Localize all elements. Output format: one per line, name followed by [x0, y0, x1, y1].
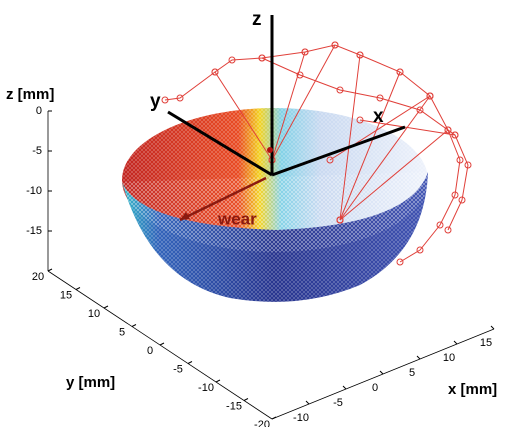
x-tick-label: 10 [443, 352, 455, 364]
y-tick-label: 0 [147, 345, 153, 357]
y-tick [216, 380, 220, 382]
y-tick [76, 288, 80, 290]
marker [267, 147, 273, 153]
chart: z y x wear z [mm] y [mm] x [mm] 0 -5 -10 -1… [0, 0, 520, 427]
annotation: x [373, 106, 384, 127]
z-tick-label: -10 [26, 185, 42, 197]
x-tick [417, 356, 420, 359]
y-tick [132, 325, 136, 327]
x-tick [306, 401, 309, 404]
x-tick-label: 15 [480, 337, 492, 349]
x-tick-label: 0 [372, 382, 378, 394]
y-tick-label: -15 [226, 400, 242, 412]
x-tick [454, 341, 457, 344]
mesh [122, 172, 428, 302]
hand-link [165, 72, 215, 100]
y-axis-label: y [mm] [66, 374, 115, 391]
x-tick-label: -10 [293, 412, 309, 424]
y-tick-label: -5 [173, 363, 183, 375]
y-tick-label: 15 [60, 289, 72, 301]
y-tick [160, 343, 164, 345]
z-tick-label: -15 [26, 225, 42, 237]
y-tick-label: -20 [254, 419, 270, 427]
x-tick [380, 371, 383, 374]
annotation: wear [217, 209, 257, 228]
z-tick-label: -5 [32, 145, 42, 157]
x-tick [343, 386, 346, 389]
x-tick-label: 5 [409, 367, 415, 379]
annotation: z [252, 9, 262, 30]
x-tick-label: -5 [333, 397, 343, 409]
y-tick-label: -10 [198, 382, 214, 394]
y-tick-label: 5 [119, 326, 125, 338]
z-axis-label: z [mm] [6, 86, 54, 103]
y-tick [244, 399, 248, 401]
y-tick-label: 20 [32, 271, 44, 283]
x-tick [491, 326, 494, 329]
annotation: y [150, 91, 161, 112]
z-tick-label: 0 [36, 105, 42, 117]
x-axis-label: x [mm] [448, 381, 497, 398]
y-tick [48, 269, 52, 271]
hemisphere [122, 108, 428, 302]
y-tick [188, 362, 192, 364]
y-tick-label: 10 [88, 308, 100, 320]
y-tick [104, 306, 108, 308]
